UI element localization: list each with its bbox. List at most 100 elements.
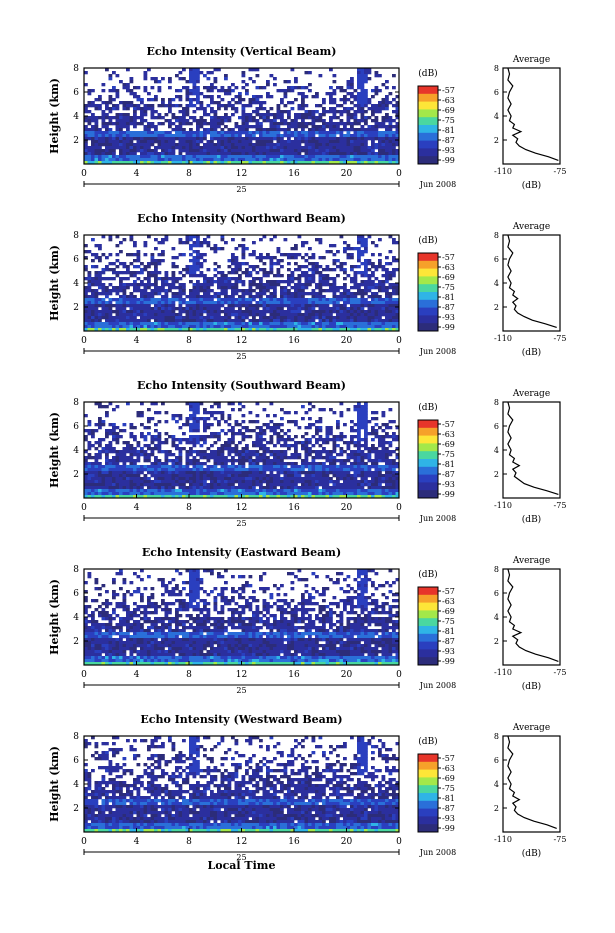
heatmap-cell [336, 307, 340, 310]
heatmap-cell [294, 289, 298, 292]
heatmap-cell [231, 238, 235, 241]
heatmap-cell [329, 307, 333, 310]
heatmap-cell [315, 420, 319, 423]
profile-x-tick-label: -110 [494, 167, 512, 176]
heatmap-cell [154, 125, 158, 128]
heatmap-cell [305, 104, 309, 107]
heatmap-cell [182, 268, 186, 271]
heatmap-cell [189, 292, 193, 295]
heatmap-cell [154, 155, 158, 158]
heatmap-cell [242, 462, 246, 465]
heatmap-cell [340, 110, 344, 113]
heatmap-cell [252, 462, 256, 465]
heatmap-cell [112, 286, 116, 289]
heatmap-cell [326, 432, 330, 435]
heatmap-cell [137, 149, 141, 152]
heatmap-cell [375, 304, 379, 307]
heatmap-cell [252, 459, 256, 462]
heatmap-cell [221, 411, 225, 414]
heatmap-cell [207, 423, 211, 426]
heatmap-cell [245, 298, 249, 301]
heatmap-cell [102, 447, 106, 450]
heatmap-cell [140, 411, 144, 414]
heatmap-cell [186, 316, 190, 319]
heatmap-cell [256, 149, 260, 152]
heatmap-cell [214, 435, 218, 438]
heatmap-cell [357, 459, 361, 462]
heatmap-cell [154, 429, 158, 432]
heatmap-cell [368, 289, 372, 292]
heatmap-cell [312, 122, 316, 125]
heatmap-cell [382, 310, 386, 313]
heatmap-cell [280, 280, 284, 283]
heatmap-cell [88, 304, 92, 307]
heatmap-cell [259, 319, 263, 322]
heatmap-cell [91, 259, 95, 262]
heatmap-cell [343, 310, 347, 313]
heatmap-cell [137, 107, 141, 110]
heatmap-cell [186, 304, 190, 307]
heatmap-cell [340, 119, 344, 122]
heatmap-cell [336, 322, 340, 325]
heatmap-cell [189, 322, 193, 325]
heatmap-cell [133, 310, 137, 313]
heatmap-cell [242, 238, 246, 241]
heatmap-cell [207, 104, 211, 107]
heatmap-cell [357, 408, 361, 411]
heatmap-cell [161, 155, 165, 158]
heatmap-cell [119, 313, 123, 316]
heatmap-cell [91, 298, 95, 301]
heatmap-cell [158, 286, 162, 289]
heatmap-cell [333, 98, 337, 101]
heatmap-cell [179, 301, 183, 304]
heatmap-cell [116, 158, 120, 161]
heatmap-cell [382, 131, 386, 134]
heatmap-cell [249, 125, 253, 128]
heatmap-cell [263, 444, 267, 447]
heatmap-cell [193, 119, 197, 122]
heatmap-cell [329, 244, 333, 247]
heatmap-cell [154, 423, 158, 426]
heatmap-cell [245, 447, 249, 450]
heatmap-cell [298, 134, 302, 137]
heatmap-cell [203, 438, 207, 441]
heatmap-cell [147, 292, 151, 295]
heatmap-cell [242, 155, 246, 158]
heatmap-cell [161, 307, 165, 310]
heatmap-cell [357, 423, 361, 426]
heatmap-cell [231, 271, 235, 274]
heatmap-cell [301, 122, 305, 125]
heatmap-cell [123, 262, 127, 265]
heatmap-cell [354, 465, 358, 468]
heatmap-cell [196, 286, 200, 289]
heatmap-cell [364, 456, 368, 459]
heatmap-cell [357, 310, 361, 313]
heatmap-cell [144, 289, 148, 292]
heatmap-cell [259, 301, 263, 304]
heatmap-cell [371, 241, 375, 244]
heatmap-cell [245, 453, 249, 456]
heatmap-cell [329, 277, 333, 280]
heatmap-cell [364, 462, 368, 465]
heatmap-cell [200, 283, 204, 286]
heatmap-cell [154, 158, 158, 161]
heatmap-cell [214, 134, 218, 137]
heatmap-cell [172, 310, 176, 313]
heatmap-cell [245, 131, 249, 134]
heatmap-cell [357, 450, 361, 453]
heatmap-cell [382, 158, 386, 161]
heatmap-cell [214, 453, 218, 456]
heatmap-cell [389, 465, 393, 468]
heatmap-cell [259, 256, 263, 259]
heatmap-cell [270, 316, 274, 319]
heatmap-cell [214, 316, 218, 319]
colorbar-tick-label: -93 [442, 313, 455, 322]
colorbar-swatch [418, 253, 438, 261]
heatmap-cell [291, 155, 295, 158]
heatmap-cell [112, 107, 116, 110]
heatmap-cell [308, 310, 312, 313]
heatmap-cell [154, 283, 158, 286]
heatmap-cell [364, 438, 368, 441]
heatmap-cell [242, 432, 246, 435]
heatmap-cell [116, 137, 120, 140]
